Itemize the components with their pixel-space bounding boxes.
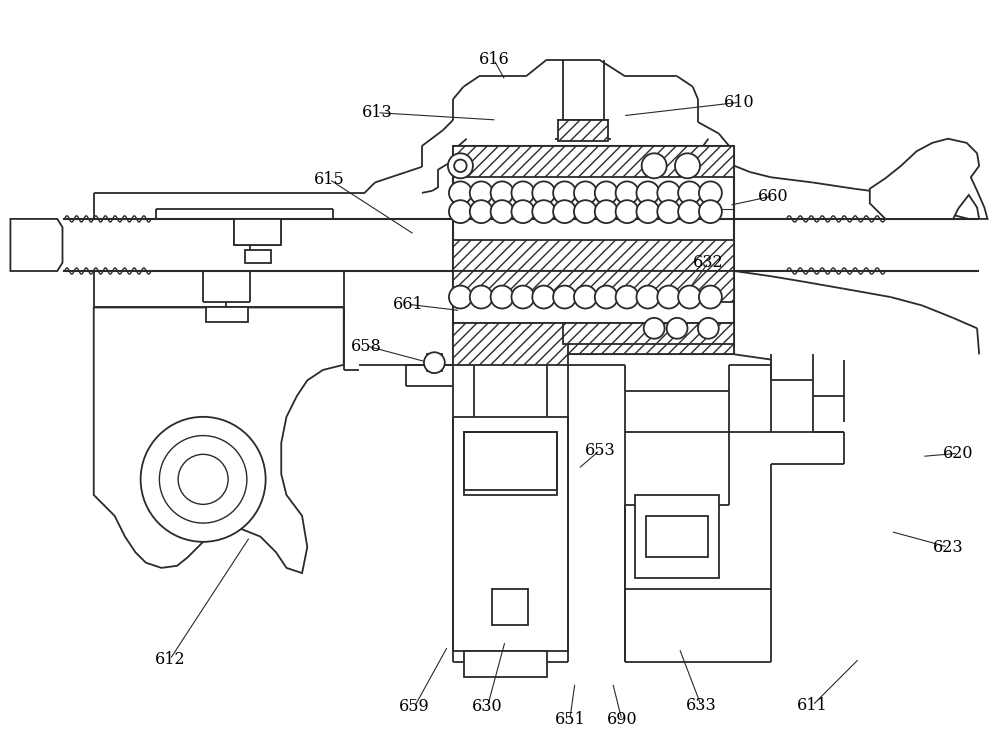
Bar xyxy=(453,323,734,354)
Circle shape xyxy=(616,182,639,205)
Bar xyxy=(453,271,734,302)
Circle shape xyxy=(470,286,493,309)
Bar xyxy=(562,323,734,344)
Circle shape xyxy=(678,200,701,223)
Bar xyxy=(635,495,719,578)
Circle shape xyxy=(699,200,722,223)
Circle shape xyxy=(667,318,688,339)
Circle shape xyxy=(657,200,680,223)
Circle shape xyxy=(574,286,597,309)
Circle shape xyxy=(178,454,228,504)
Circle shape xyxy=(636,286,659,309)
Circle shape xyxy=(595,200,618,223)
Text: 615: 615 xyxy=(314,171,345,188)
Circle shape xyxy=(657,182,680,205)
Circle shape xyxy=(595,182,618,205)
Circle shape xyxy=(449,286,472,309)
Bar xyxy=(646,516,708,558)
Polygon shape xyxy=(870,139,988,219)
Text: 632: 632 xyxy=(693,254,724,271)
Circle shape xyxy=(491,286,514,309)
Circle shape xyxy=(532,182,555,205)
Bar xyxy=(453,146,734,177)
Circle shape xyxy=(448,153,473,178)
Circle shape xyxy=(657,286,680,309)
Text: 658: 658 xyxy=(351,337,382,355)
Text: 653: 653 xyxy=(585,442,615,459)
Bar xyxy=(427,354,442,371)
Polygon shape xyxy=(10,219,63,271)
Circle shape xyxy=(678,182,701,205)
Text: 611: 611 xyxy=(797,697,828,714)
Circle shape xyxy=(449,200,472,223)
Text: 651: 651 xyxy=(554,712,585,729)
Circle shape xyxy=(553,200,576,223)
Circle shape xyxy=(675,153,700,178)
Circle shape xyxy=(553,182,576,205)
Bar xyxy=(464,651,547,677)
Bar xyxy=(464,432,557,490)
Circle shape xyxy=(470,200,493,223)
Circle shape xyxy=(574,182,597,205)
Circle shape xyxy=(616,200,639,223)
Text: 620: 620 xyxy=(943,445,974,462)
Circle shape xyxy=(699,182,722,205)
Circle shape xyxy=(511,200,534,223)
Text: 630: 630 xyxy=(472,698,503,715)
Circle shape xyxy=(159,435,247,523)
Bar xyxy=(206,307,248,322)
Circle shape xyxy=(636,182,659,205)
Text: 610: 610 xyxy=(724,94,755,111)
Bar xyxy=(492,589,528,625)
Bar xyxy=(453,240,734,271)
Circle shape xyxy=(698,318,719,339)
Circle shape xyxy=(699,286,722,309)
Circle shape xyxy=(470,182,493,205)
Bar xyxy=(558,120,608,141)
Circle shape xyxy=(141,417,266,542)
Circle shape xyxy=(532,200,555,223)
Text: 616: 616 xyxy=(478,51,509,68)
Circle shape xyxy=(553,286,576,309)
Circle shape xyxy=(424,353,445,373)
Circle shape xyxy=(678,286,701,309)
Text: 612: 612 xyxy=(154,651,185,668)
Circle shape xyxy=(616,286,639,309)
Bar xyxy=(464,432,557,495)
Bar xyxy=(234,219,281,245)
Circle shape xyxy=(636,200,659,223)
Circle shape xyxy=(511,286,534,309)
Circle shape xyxy=(644,318,665,339)
Circle shape xyxy=(454,160,467,172)
Bar xyxy=(245,250,271,262)
Text: 633: 633 xyxy=(686,697,716,714)
Circle shape xyxy=(491,200,514,223)
Circle shape xyxy=(532,286,555,309)
Bar xyxy=(453,323,568,365)
Text: 613: 613 xyxy=(362,104,392,121)
Circle shape xyxy=(574,200,597,223)
Circle shape xyxy=(511,182,534,205)
Circle shape xyxy=(595,286,618,309)
Text: 659: 659 xyxy=(399,698,430,715)
Circle shape xyxy=(491,182,514,205)
Text: 660: 660 xyxy=(758,188,788,205)
Circle shape xyxy=(642,153,667,178)
Text: 690: 690 xyxy=(607,712,637,729)
Circle shape xyxy=(449,182,472,205)
Text: 623: 623 xyxy=(933,539,963,556)
Text: 661: 661 xyxy=(393,296,424,313)
Polygon shape xyxy=(94,307,344,573)
